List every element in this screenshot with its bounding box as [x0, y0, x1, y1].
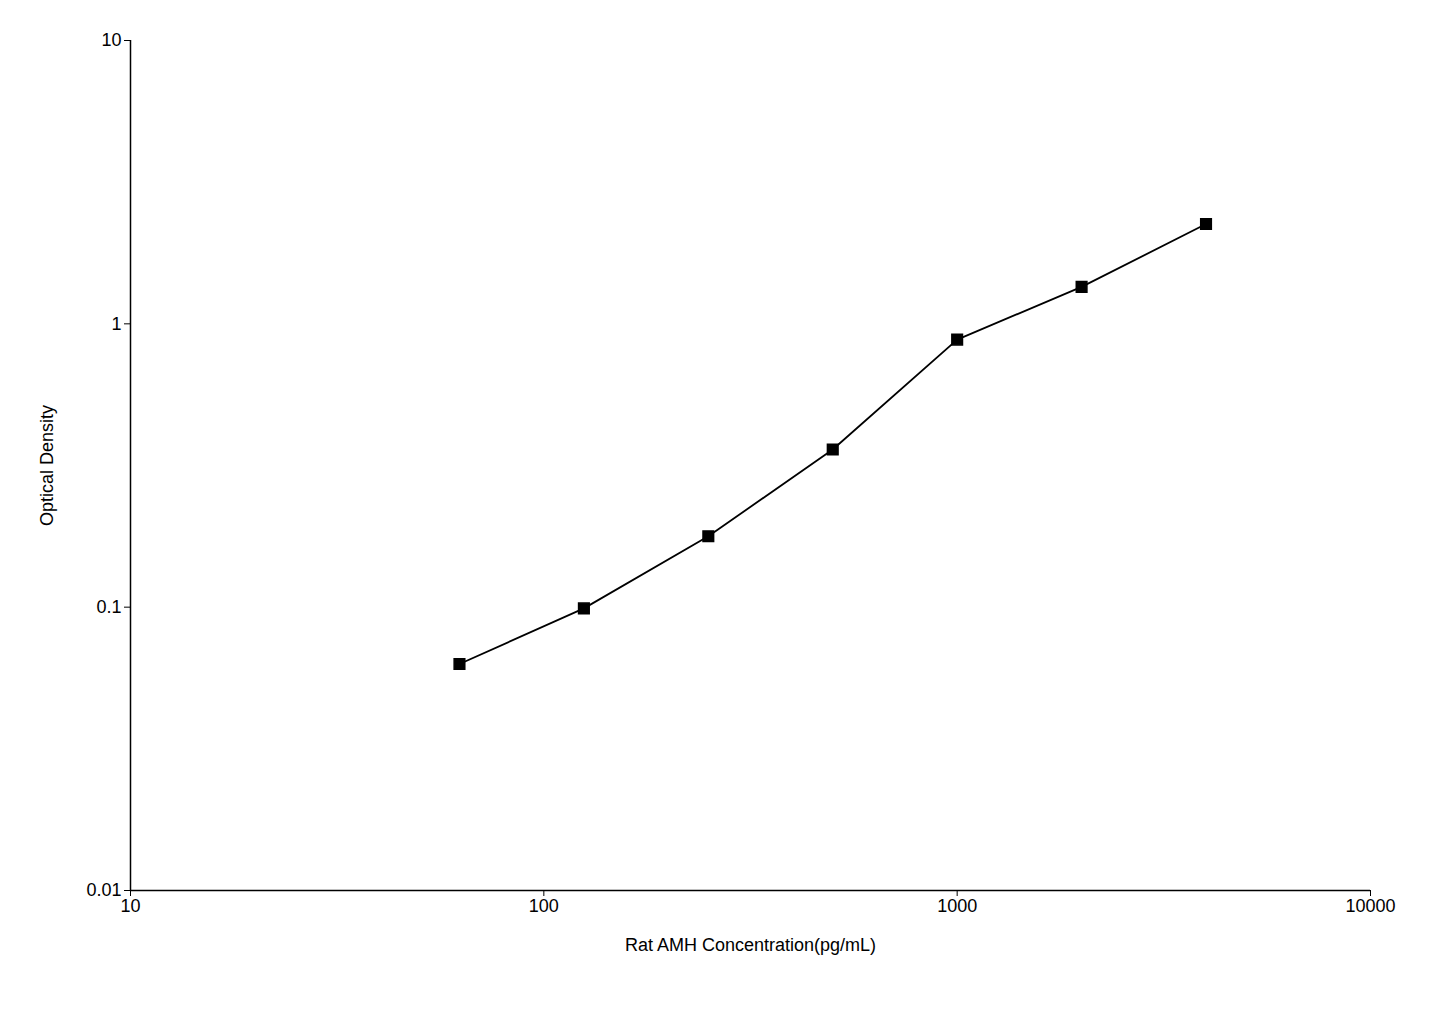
- svg-text:1: 1: [111, 314, 121, 334]
- svg-text:100: 100: [529, 896, 559, 916]
- svg-text:1000: 1000: [937, 896, 977, 916]
- svg-text:10: 10: [120, 896, 140, 916]
- svg-text:0.01: 0.01: [86, 880, 121, 900]
- svg-text:10000: 10000: [1345, 896, 1395, 916]
- svg-text:Optical Density: Optical Density: [37, 405, 57, 526]
- svg-text:10: 10: [101, 30, 121, 50]
- svg-text:0.1: 0.1: [96, 597, 121, 617]
- svg-text:Rat AMH Concentration(pg/mL): Rat AMH Concentration(pg/mL): [625, 935, 876, 955]
